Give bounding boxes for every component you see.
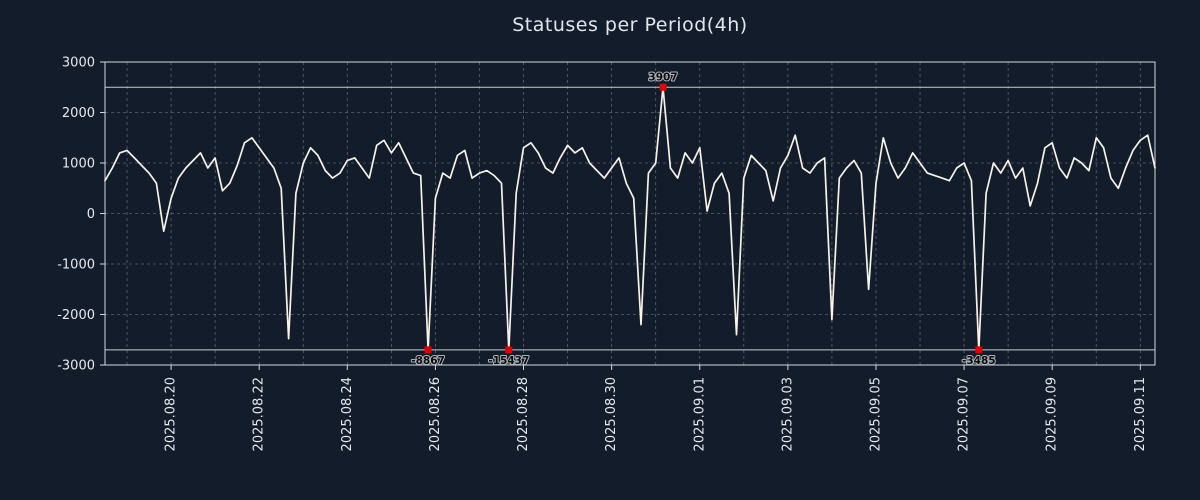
extreme-value-label: -15437 [488, 355, 529, 367]
y-tick-label: -2000 [57, 308, 95, 323]
x-tick-label: 2025.09.03 [780, 377, 795, 451]
extreme-value-label: -8867 [411, 355, 445, 367]
x-tick-label: 2025.08.20 [164, 377, 179, 451]
y-tick-label: -3000 [57, 359, 95, 374]
extreme-value-label: -3485 [962, 355, 996, 367]
grid-layer [105, 61, 1155, 366]
extreme-marker [975, 346, 983, 354]
x-tick-label: 2025.08.28 [516, 377, 531, 451]
series-layer [104, 86, 1156, 351]
y-tick-label: 3000 [62, 56, 95, 71]
x-tick-label: 2025.09.01 [692, 377, 707, 451]
annotation-layer: 3907 -8867 -15437 -3485 [410, 70, 996, 368]
chart-title: Statuses per Period(4h) [512, 14, 748, 36]
x-tick-label: 2025.08.24 [340, 377, 355, 451]
series-line [104, 86, 1156, 351]
y-tick-label: -1000 [57, 258, 95, 273]
x-tick-label: 2025.09.07 [957, 377, 972, 451]
extreme-marker [424, 346, 432, 354]
x-tick-label: 2025.09.11 [1133, 377, 1148, 451]
x-tick-label: 2025.08.26 [428, 377, 443, 451]
extreme-marker [659, 83, 667, 91]
axes-layer: -3000 -2000 -1000 0 1000 2000 3000 2025.08.20 20… [57, 56, 1156, 451]
extreme-value-label: 3907 [648, 71, 677, 83]
x-tick-label: 2025.09.09 [1045, 377, 1060, 451]
x-tick-label: 2025.08.30 [604, 377, 619, 451]
x-tick-label: 2025.08.22 [252, 377, 267, 451]
extreme-marker [505, 346, 513, 354]
y-tick-label: 1000 [62, 157, 95, 172]
y-tick-label: 2000 [62, 106, 95, 121]
y-tick-label: 0 [87, 207, 95, 222]
x-tick-label: 2025.09.05 [868, 377, 883, 451]
